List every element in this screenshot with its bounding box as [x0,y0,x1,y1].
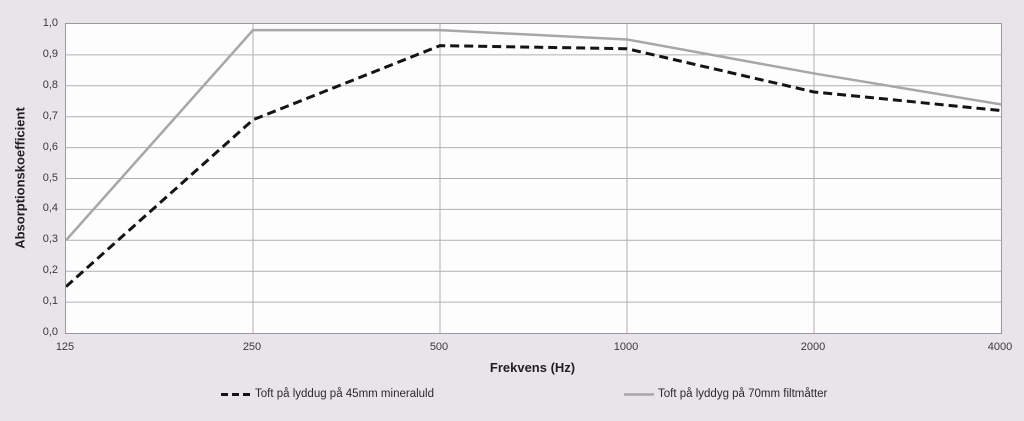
y-tick-label: 0,9 [42,47,58,60]
legend-item-filtmaatter: Toft på lyddyg på 70mm filtmåtter [623,388,827,400]
y-tick-label: 0,2 [42,264,58,277]
x-tick-label: 250 [242,341,262,353]
y-tick-label: 0,4 [42,202,58,215]
x-axis-title: Frekvens (Hz) [489,360,576,375]
x-tick-label: 2000 [800,341,826,353]
x-tick-label: 125 [55,341,75,353]
legend-item-mineraluld: Toft på lyddug på 45mm mineraluld [220,388,434,400]
dashed-line-marker [221,392,251,396]
y-tick-label: 0,7 [42,109,58,122]
y-tick-label: 0,5 [42,171,58,184]
solid-line-marker [624,392,654,396]
series-line-1 [66,28,1001,242]
plot-canvas [66,24,1001,333]
y-tick-label: 0,8 [42,78,58,91]
legend-label-mineraluld: Toft på lyddug på 45mm mineraluld [255,388,434,400]
y-tick-label: 0,1 [42,295,58,308]
x-tick-label: 1000 [613,341,639,353]
legend: Toft på lyddug på 45mm mineraluld Toft p… [0,388,1024,406]
x-tick-label: 500 [429,341,449,353]
y-tick-label: 1,0 [42,17,58,29]
x-tick-label: 4000 [987,341,1013,353]
plot-area [65,23,1002,334]
y-tick-label: 0,3 [42,233,58,246]
y-tick-label: 0,0 [42,326,58,338]
y-tick-label: 0,6 [42,140,58,153]
legend-label-filtmaatter: Toft på lyddyg på 70mm filtmåtter [658,388,828,400]
series-line-0 [66,44,1001,288]
